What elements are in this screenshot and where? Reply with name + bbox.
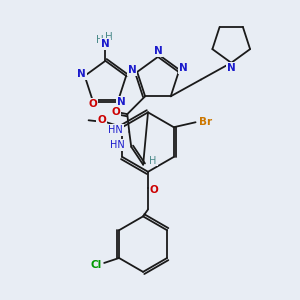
Text: Br: Br [199,117,212,127]
Text: HN: HN [110,140,125,150]
Text: HN: HN [108,125,123,135]
Text: H: H [96,35,103,45]
Text: N: N [227,63,236,73]
Text: O: O [88,99,97,109]
Text: N: N [128,65,136,75]
Text: N: N [117,97,126,107]
Text: N: N [77,69,86,79]
Text: Cl: Cl [91,260,102,270]
Text: O: O [150,184,158,195]
Text: N: N [101,39,110,49]
Text: O: O [111,107,120,117]
Text: H: H [149,156,157,166]
Text: N: N [179,63,188,73]
Text: H: H [104,32,112,42]
Text: N: N [154,46,162,56]
Text: O: O [97,115,106,125]
